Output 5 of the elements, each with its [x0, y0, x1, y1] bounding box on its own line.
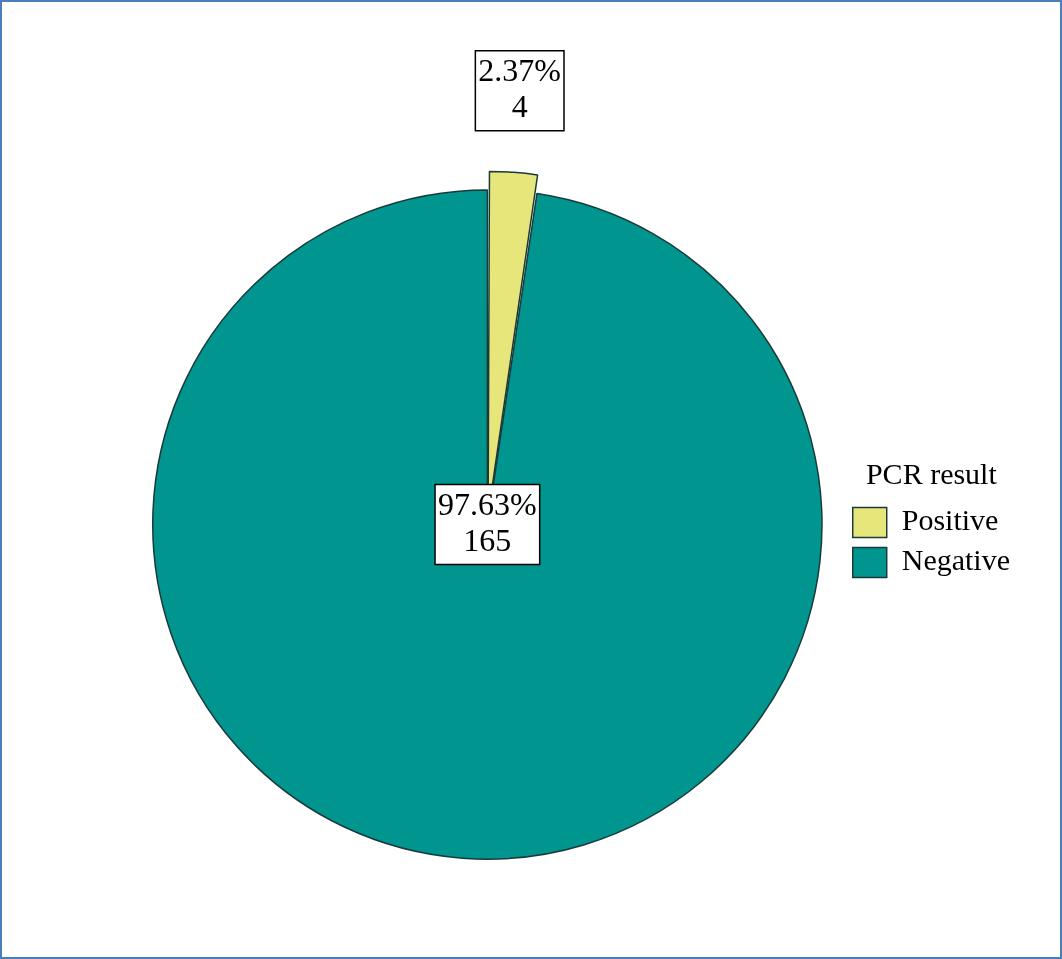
legend-label: Negative: [901, 543, 1010, 577]
data-label: 2.37% 4: [478, 52, 561, 125]
data-label: 97.63% 165: [438, 485, 537, 558]
legend-title: PCR result: [865, 457, 998, 491]
legend-label: Positive: [901, 503, 999, 537]
